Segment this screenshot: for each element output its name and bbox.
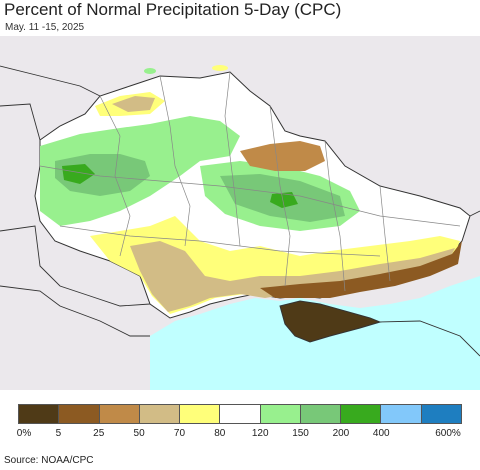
legend-labels: 0% 5 25 50 70 80 120 150 200 400 600%	[0, 428, 480, 442]
wet-zone-west-peak	[62, 164, 95, 184]
dry-zone-southeast	[260, 241, 462, 298]
wet-zone-west-core	[55, 154, 150, 196]
date-range: May. 11 -15, 2025	[5, 22, 85, 33]
legend-swatch	[99, 405, 140, 423]
legend-label: 120	[251, 428, 269, 439]
wet-zone-east-peak	[270, 192, 298, 208]
source-credit: Source: NOAA/CPC	[4, 455, 94, 466]
dry-zone-north-core	[112, 96, 155, 112]
oblast-borders	[39, 71, 461, 292]
legend-label: 80	[214, 428, 226, 439]
legend-label: 25	[93, 428, 105, 439]
dry-zone-northeast	[240, 141, 325, 171]
crimea	[279, 300, 382, 343]
dry-zone-south-core	[130, 241, 455, 312]
precipitation-map	[0, 36, 480, 390]
legend-label: 200	[332, 428, 350, 439]
legend-label: 150	[292, 428, 309, 439]
legend-label: 400	[372, 428, 390, 439]
map-title: Percent of Normal Precipitation 5-Day (C…	[4, 0, 342, 19]
legend-swatch	[180, 405, 221, 423]
legend-label: 70	[173, 428, 186, 439]
legend-swatch	[139, 405, 181, 423]
lake	[144, 68, 156, 74]
legend-label: 5	[55, 428, 62, 439]
legend-label: 600%	[435, 428, 461, 439]
legend-swatch	[260, 405, 301, 423]
country-borders	[0, 65, 480, 357]
legend-swatch	[220, 405, 261, 423]
legend-swatch	[300, 405, 342, 423]
lake	[212, 65, 228, 71]
legend-label: 0%	[16, 428, 32, 439]
legend-swatch	[19, 405, 60, 423]
legend-label: 50	[133, 428, 145, 439]
legend-swatch	[341, 405, 382, 423]
legend-swatch	[381, 405, 422, 423]
legend-swatch	[59, 405, 100, 423]
legend-swatch	[421, 405, 461, 423]
legend-colorbar	[18, 404, 462, 424]
